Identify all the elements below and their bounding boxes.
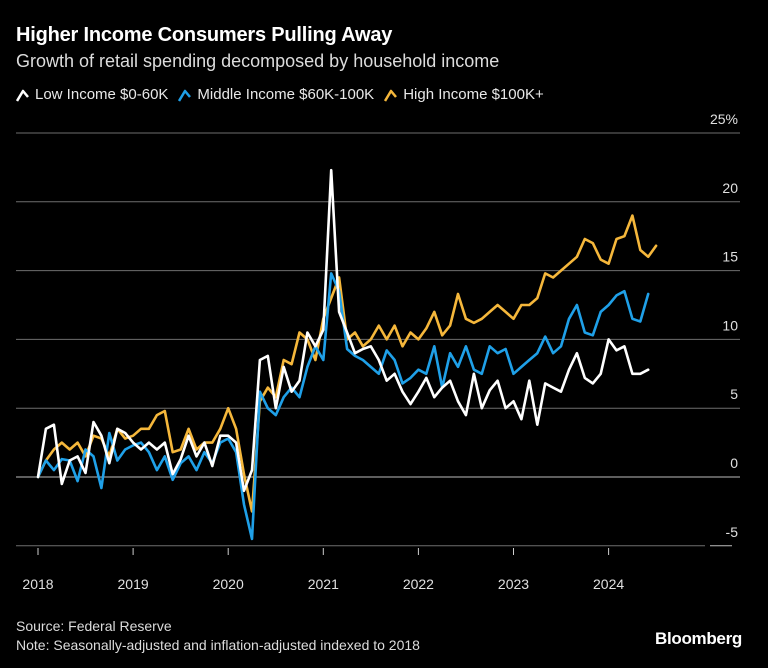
legend-label-low: Low Income $0-60K xyxy=(35,86,169,103)
gridlines xyxy=(16,132,740,547)
y-tick-label: -5 xyxy=(726,524,739,540)
x-tick-label: 2020 xyxy=(213,576,244,592)
legend-swatch-low xyxy=(16,89,29,102)
x-tick-label: 2019 xyxy=(118,576,149,592)
chart-title: Higher Income Consumers Pulling Away xyxy=(16,24,393,46)
series-lines xyxy=(36,168,658,541)
series-line-middle-income xyxy=(36,272,650,541)
x-axis: 2018 2019 2020 2021 2022 2023 2024 xyxy=(22,548,624,592)
legend-item-low: Low Income $0-60K xyxy=(16,86,168,103)
legend: Low Income $0-60K Middle Income $60K-100… xyxy=(16,86,554,103)
series-line-low-income xyxy=(36,168,650,493)
legend-swatch-middle xyxy=(178,89,192,102)
legend-swatch-high xyxy=(384,89,398,102)
legend-label-high: High Income $100K+ xyxy=(403,86,544,103)
footnote: Note: Seasonally-adjusted and inflation-… xyxy=(16,637,420,653)
series-line-high-income xyxy=(36,214,658,513)
y-tick-label: 25% xyxy=(710,111,738,127)
y-tick-label: 10 xyxy=(722,317,738,333)
y-tick-label: 5 xyxy=(730,386,738,402)
legend-item-middle: Middle Income $60K-100K xyxy=(178,86,374,103)
legend-item-high: High Income $100K+ xyxy=(384,86,544,103)
y-tick-label: 15 xyxy=(722,249,738,265)
chart-subtitle: Growth of retail spending decomposed by … xyxy=(16,51,500,71)
legend-label-middle: Middle Income $60K-100K xyxy=(197,86,375,103)
y-tick-label: 0 xyxy=(730,455,738,471)
y-axis: 25% 20 15 10 5 0 -5 xyxy=(710,111,738,540)
bloomberg-logo: Bloomberg xyxy=(654,629,742,648)
x-tick-label: 2023 xyxy=(498,576,529,592)
x-tick-label: 2021 xyxy=(308,576,339,592)
source-note: Source: Federal Reserve xyxy=(16,618,172,634)
x-tick-label: 2018 xyxy=(22,576,53,592)
y-tick-label: 20 xyxy=(722,180,738,196)
x-tick-label: 2022 xyxy=(403,576,434,592)
x-tick-label: 2024 xyxy=(593,576,624,592)
